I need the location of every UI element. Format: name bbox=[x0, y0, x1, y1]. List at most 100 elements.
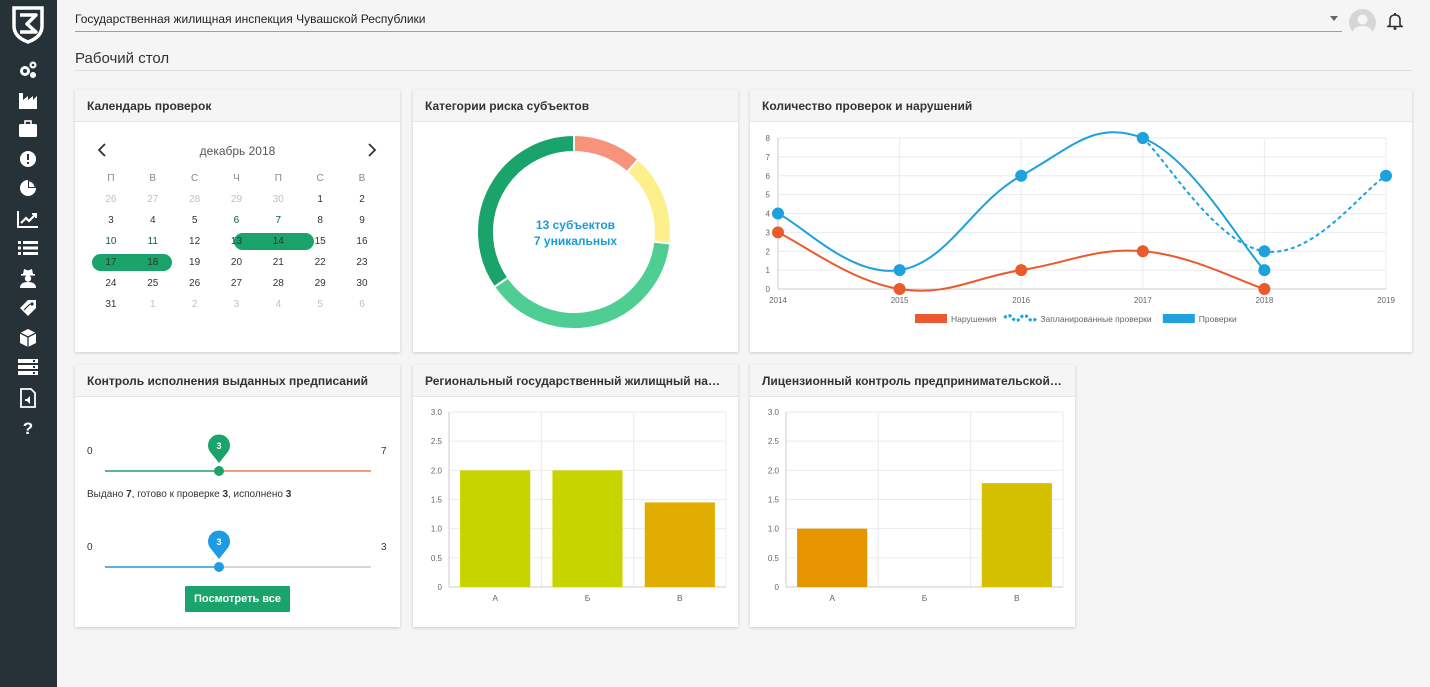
slider-thumb[interactable] bbox=[214, 562, 225, 572]
calendar-day[interactable]: 25 bbox=[147, 278, 159, 289]
calendar-day[interactable]: 2 bbox=[359, 194, 365, 205]
calendar-day[interactable]: 21 bbox=[272, 257, 284, 268]
calendar-day[interactable]: 23 bbox=[356, 257, 368, 268]
calendar-day[interactable]: 11 bbox=[147, 236, 158, 247]
calendar-day[interactable]: 1 bbox=[149, 299, 156, 310]
calendar-day[interactable]: 5 bbox=[317, 299, 323, 310]
calendar-day[interactable]: 31 bbox=[105, 299, 117, 310]
prev-month-button[interactable] bbox=[95, 142, 109, 158]
y-tick-label: 6 bbox=[766, 172, 771, 181]
legend-label: Запланированные проверки bbox=[1040, 314, 1151, 324]
calendar-day[interactable]: 8 bbox=[317, 215, 323, 226]
data-point[interactable] bbox=[1136, 132, 1149, 144]
data-point[interactable] bbox=[772, 226, 784, 239]
organization-select[interactable]: Государственная жилищная инспекция Чуваш… bbox=[75, 6, 1342, 32]
calendar-day[interactable]: 10 bbox=[105, 236, 117, 247]
data-point[interactable] bbox=[772, 207, 784, 220]
bar[interactable] bbox=[552, 470, 623, 587]
calendar-day[interactable]: 4 bbox=[275, 299, 282, 310]
calendar-day[interactable]: 3 bbox=[108, 215, 114, 226]
bar[interactable] bbox=[460, 470, 531, 587]
alert-icon[interactable] bbox=[16, 148, 40, 170]
y-tick-label: 2.5 bbox=[768, 437, 780, 446]
calendar-day[interactable]: 28 bbox=[272, 278, 284, 289]
document-icon[interactable] bbox=[16, 387, 40, 409]
calendar-day[interactable]: 26 bbox=[105, 194, 117, 205]
cube-icon[interactable] bbox=[16, 327, 40, 349]
calendar-day[interactable]: 2 bbox=[191, 299, 198, 310]
calendar-day[interactable]: 28 bbox=[189, 194, 201, 205]
data-point[interactable] bbox=[893, 283, 906, 295]
briefcase-icon[interactable] bbox=[16, 118, 40, 140]
calendar-day[interactable]: 14 bbox=[272, 236, 284, 247]
tag-icon[interactable] bbox=[16, 297, 40, 319]
inspections-line-chart: 0 1 2 3 4 5 6 7 8 2014 2015 2016 2017 2018 2019 Нарушен… bbox=[766, 131, 1395, 324]
user-secret-icon[interactable] bbox=[16, 267, 40, 289]
bar[interactable] bbox=[981, 483, 1052, 587]
data-point[interactable] bbox=[1258, 245, 1271, 258]
calendar-day[interactable]: 30 bbox=[272, 194, 284, 205]
data-point[interactable] bbox=[1015, 264, 1028, 277]
calendar-day[interactable]: 1 bbox=[317, 194, 323, 205]
calendar-day[interactable]: 12 bbox=[189, 236, 201, 247]
slider-thumb[interactable] bbox=[214, 466, 225, 476]
list-icon[interactable] bbox=[16, 237, 40, 259]
donut-slice[interactable] bbox=[573, 133, 640, 174]
slider-value: 3 bbox=[216, 441, 221, 451]
calendar-day[interactable]: 13 bbox=[230, 236, 243, 247]
avatar[interactable] bbox=[1349, 9, 1376, 36]
gears-icon[interactable] bbox=[16, 59, 40, 81]
calendar-day[interactable]: 4 bbox=[149, 215, 156, 226]
caret-down-icon[interactable] bbox=[1330, 16, 1338, 21]
next-month-button[interactable] bbox=[365, 142, 379, 158]
donut-slice[interactable] bbox=[476, 133, 575, 289]
bar[interactable] bbox=[797, 528, 868, 587]
calendar-day[interactable]: 9 bbox=[359, 215, 365, 226]
executed-slider[interactable]: 3 bbox=[75, 511, 400, 581]
pie-chart-icon[interactable] bbox=[16, 177, 40, 199]
calendar-day[interactable]: 19 bbox=[189, 257, 201, 268]
issued-slider[interactable]: 3 bbox=[75, 415, 400, 485]
trend-icon[interactable] bbox=[16, 208, 40, 230]
calendar-day[interactable]: 16 bbox=[356, 236, 368, 247]
calendar-day[interactable]: 27 bbox=[147, 194, 159, 205]
calendar-day[interactable]: 5 bbox=[191, 215, 198, 226]
data-point[interactable] bbox=[1258, 264, 1271, 277]
donut-slice[interactable] bbox=[492, 240, 672, 330]
calendar-day[interactable]: 27 bbox=[230, 278, 243, 289]
server-icon[interactable] bbox=[16, 356, 40, 378]
divider bbox=[75, 70, 1412, 71]
calendar-weekday: П bbox=[107, 173, 115, 184]
calendar-day[interactable]: 15 bbox=[314, 236, 326, 247]
data-point[interactable] bbox=[893, 264, 906, 277]
y-tick-label: 1 bbox=[766, 266, 771, 275]
calendar-day[interactable]: 17 bbox=[105, 257, 117, 268]
calendar-day[interactable]: 20 bbox=[230, 257, 243, 268]
y-tick-label: 0.5 bbox=[768, 554, 780, 563]
data-point[interactable] bbox=[1015, 169, 1028, 182]
main-area: Государственная жилищная инспекция Чуваш… bbox=[57, 0, 1430, 687]
bar[interactable] bbox=[644, 502, 715, 587]
calendar-day[interactable]: 24 bbox=[105, 278, 117, 289]
view-all-button[interactable]: Посмотреть все bbox=[185, 586, 290, 612]
logo-icon[interactable] bbox=[10, 4, 46, 44]
calendar-card: Календарь проверок декабрь 2018 П В С Ч П С В 2… bbox=[75, 90, 400, 352]
data-point[interactable] bbox=[1136, 245, 1149, 258]
calendar-day[interactable]: 3 bbox=[233, 299, 240, 310]
calendar-day[interactable]: 18 bbox=[147, 257, 159, 268]
calendar-day[interactable]: 7 bbox=[275, 215, 282, 226]
help-icon[interactable]: ? bbox=[16, 417, 40, 439]
data-point[interactable] bbox=[1258, 283, 1271, 295]
factory-icon[interactable] bbox=[16, 89, 40, 111]
bell-icon[interactable] bbox=[1385, 12, 1405, 30]
calendar-day[interactable]: 26 bbox=[189, 278, 201, 289]
calendar-day[interactable]: 29 bbox=[230, 194, 243, 205]
calendar-month: декабрь 2018 bbox=[199, 144, 276, 158]
data-point[interactable] bbox=[1380, 169, 1392, 182]
calendar-day[interactable]: 30 bbox=[356, 278, 368, 289]
calendar-day[interactable]: 22 bbox=[314, 257, 326, 268]
calendar-day[interactable]: 6 bbox=[359, 299, 365, 310]
calendar-day[interactable]: 29 bbox=[314, 278, 326, 289]
calendar-day[interactable]: 6 bbox=[233, 215, 240, 226]
